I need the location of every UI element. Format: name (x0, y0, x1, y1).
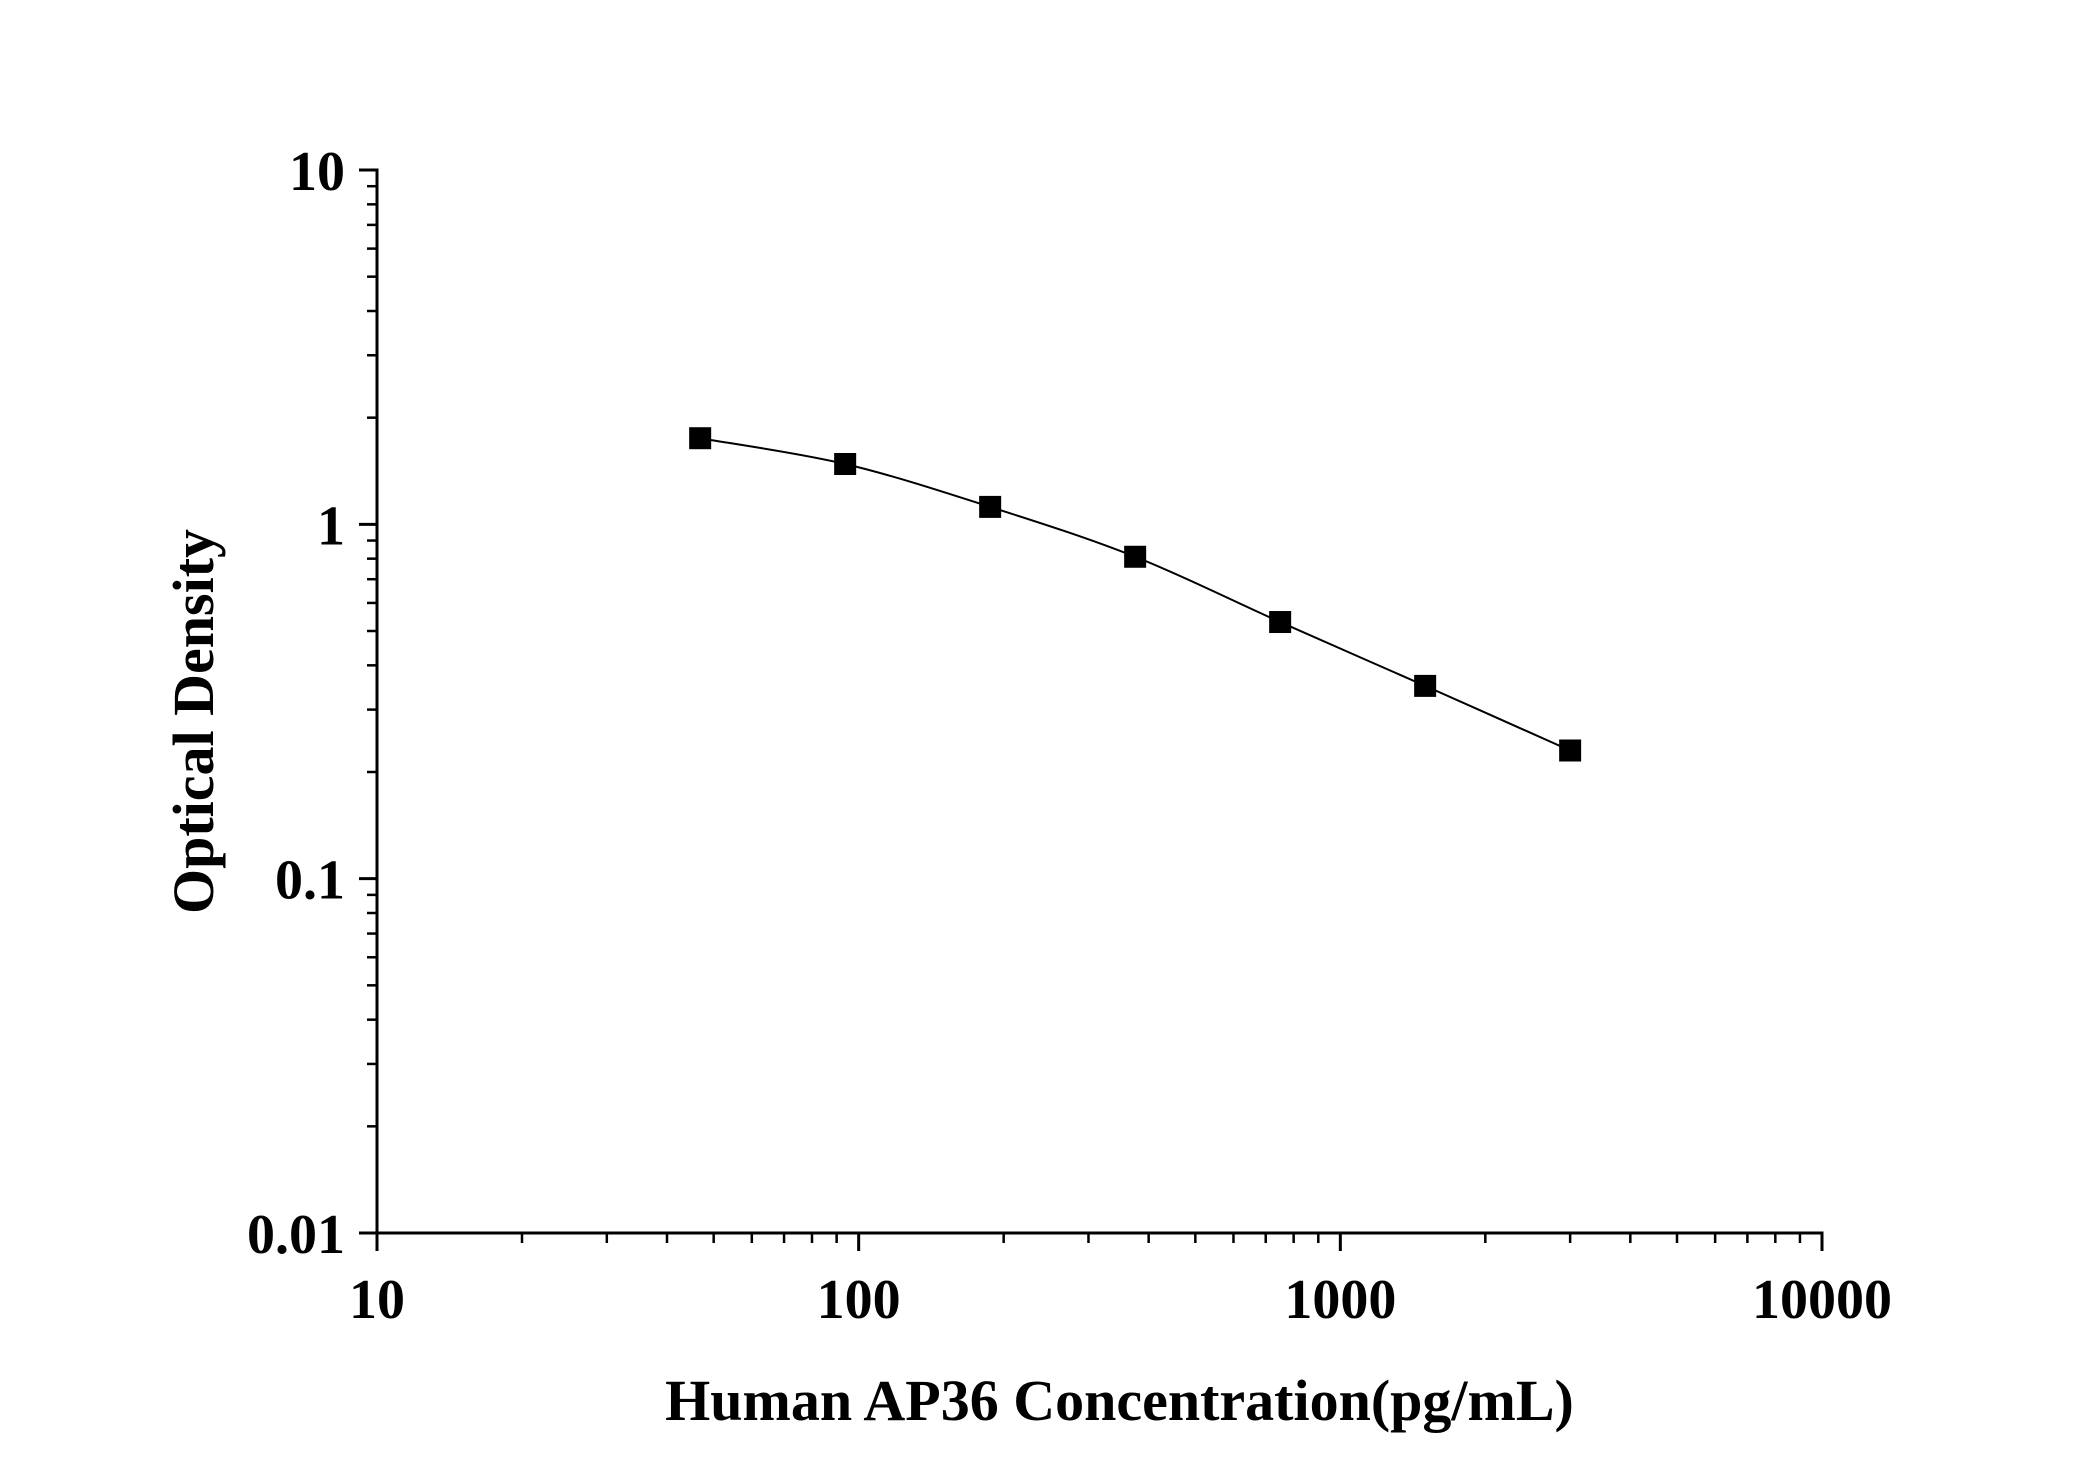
x-tick-label: 1000 (1284, 1269, 1396, 1331)
y-axis-title: Optical Density (161, 529, 226, 914)
data-point (979, 495, 1002, 518)
y-tick-label: 10 (289, 141, 345, 203)
data-point (1124, 545, 1147, 568)
y-tick-label: 0.1 (275, 850, 345, 912)
data-point (834, 453, 857, 476)
tick-labels: 10 100 1000 10000 0.01 0.1 1 10 (247, 141, 1892, 1331)
x-tick-label: 100 (817, 1269, 901, 1331)
y-tick-label: 0.01 (247, 1204, 345, 1266)
x-tick-label: 10 (349, 1269, 405, 1331)
ticks (359, 168, 1824, 1251)
data-point (1269, 611, 1292, 634)
axes (375, 168, 1824, 1235)
data-point (689, 427, 712, 450)
data-point (1414, 674, 1437, 697)
fit-curve (699, 437, 1571, 752)
data-point (1559, 739, 1582, 762)
curve-line (699, 437, 1571, 752)
y-tick-label: 1 (317, 495, 345, 557)
data-points (689, 427, 1582, 762)
x-axis-title: Human AP36 Concentration(pg/mL) (665, 1368, 1574, 1433)
x-tick-label: 10000 (1752, 1269, 1892, 1331)
